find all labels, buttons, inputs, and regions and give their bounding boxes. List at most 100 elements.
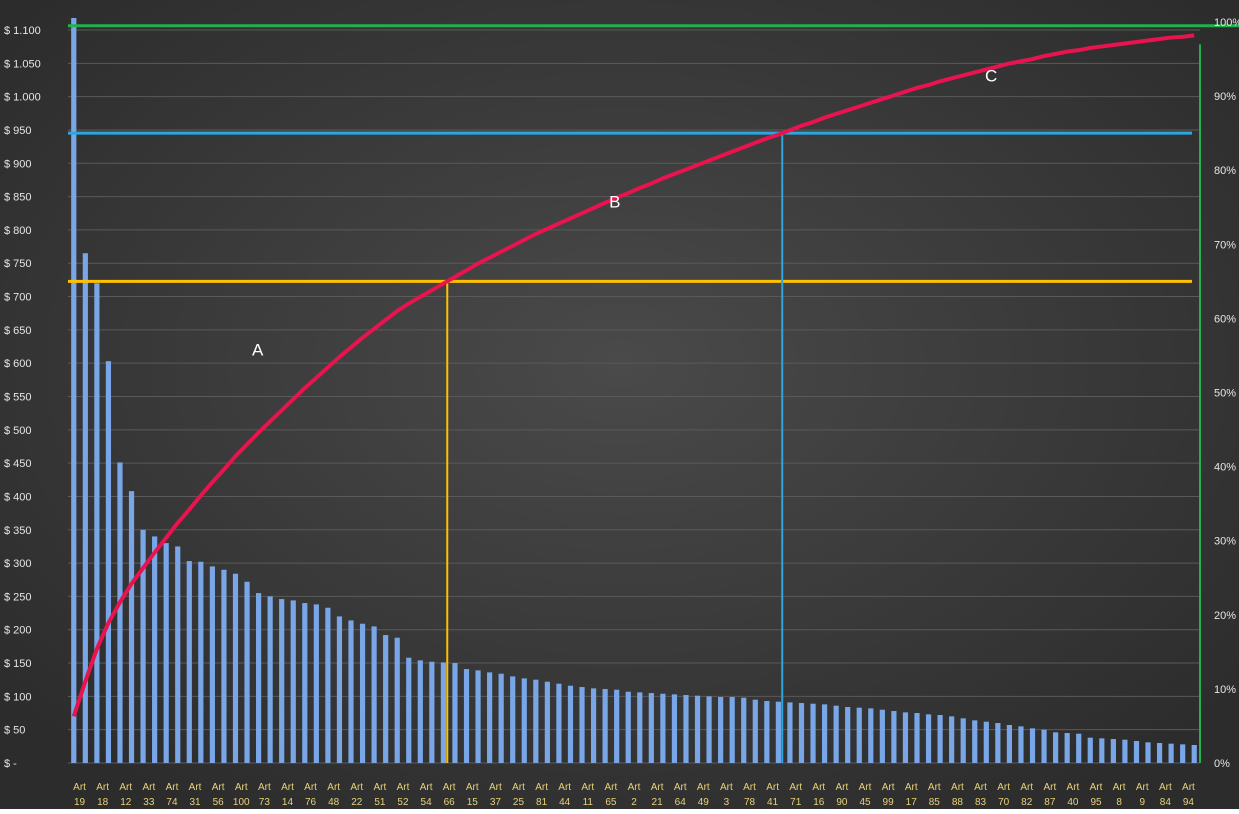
x-tick-label: 31 <box>189 797 201 808</box>
bar <box>1145 742 1151 763</box>
bar <box>475 670 481 763</box>
bar <box>983 721 989 763</box>
x-tick-label: 78 <box>744 797 756 808</box>
x-tick-label: Art <box>119 782 132 793</box>
bar <box>798 703 805 763</box>
x-tick-label: Art <box>258 782 271 793</box>
bar <box>406 657 412 763</box>
x-tick-label: 74 <box>166 797 178 808</box>
bar <box>1029 728 1036 763</box>
bar <box>1006 725 1013 763</box>
x-tick-label: Art <box>489 782 502 793</box>
bar <box>140 529 146 763</box>
x-tick-label: 25 <box>513 797 525 808</box>
x-tick-label: Art <box>142 782 155 793</box>
x-tick-label: 94 <box>1183 797 1195 808</box>
x-tick-label: 83 <box>975 797 987 808</box>
bar <box>498 673 504 763</box>
x-tick-label: 8 <box>1116 797 1122 808</box>
y-tick-label: $ 1.000 <box>4 92 41 104</box>
bar <box>394 637 400 763</box>
x-tick-label: Art <box>350 782 363 793</box>
bar <box>209 566 215 763</box>
x-tick-label: Art <box>789 782 802 793</box>
y-tick-label: $ 1.100 <box>4 25 41 37</box>
y-tick-label: $ 400 <box>4 491 32 503</box>
y-tick-label: $ 850 <box>4 192 32 204</box>
x-tick-label: 71 <box>790 797 802 808</box>
x-tick-label: 16 <box>813 797 825 808</box>
x-tick-label: Art <box>212 782 225 793</box>
bar <box>579 687 585 763</box>
bar <box>279 599 285 763</box>
x-tick-label: Art <box>628 782 641 793</box>
x-tick-label: Art <box>1182 782 1195 793</box>
x-tick-label: 95 <box>1090 797 1102 808</box>
x-tick-label: 11 <box>583 797 594 808</box>
bar <box>94 283 100 763</box>
x-tick-label: Art <box>373 782 386 793</box>
x-tick-label: Art <box>1090 782 1103 793</box>
zone-label: A <box>252 340 264 359</box>
bar <box>960 718 966 763</box>
bar <box>452 663 458 763</box>
zone-labels: A B C <box>252 66 997 359</box>
x-tick-label: Art <box>420 782 433 793</box>
y2-tick-label: 100% <box>1214 17 1239 29</box>
y2-tick-label: 80% <box>1214 165 1236 177</box>
bar <box>1018 726 1024 763</box>
y-tick-label: $ 600 <box>4 358 32 370</box>
bar <box>660 693 666 763</box>
x-tick-label: Art <box>443 782 456 793</box>
x-tick-label: 14 <box>282 797 294 808</box>
x-tick-label: Art <box>974 782 987 793</box>
x-tick-label: Art <box>281 782 294 793</box>
bar <box>602 689 608 763</box>
bar <box>810 703 816 763</box>
y-tick-label: $ 800 <box>4 225 32 237</box>
x-tick-label: 65 <box>605 797 617 808</box>
x-tick-label: 2 <box>631 797 637 808</box>
bar <box>914 713 920 763</box>
bar <box>232 573 239 763</box>
bar <box>105 361 112 763</box>
y2-tick-label: 0% <box>1214 758 1230 770</box>
bar <box>71 18 77 764</box>
bar <box>163 543 169 763</box>
x-tick-label: Art <box>1020 782 1033 793</box>
x-tick-label: 88 <box>952 797 964 808</box>
bar <box>371 626 377 763</box>
y2-tick-label: 90% <box>1214 91 1236 103</box>
bar <box>856 707 862 763</box>
x-tick-label: 54 <box>421 797 433 808</box>
x-tick-label: 48 <box>328 797 340 808</box>
x-tick-label: 84 <box>1160 797 1172 808</box>
bar <box>1156 743 1163 763</box>
bar <box>1041 729 1047 763</box>
bar <box>487 672 493 763</box>
x-tick-label: Art <box>1043 782 1056 793</box>
bar <box>718 697 724 763</box>
bar <box>1110 739 1116 763</box>
y2-tick-label: 60% <box>1214 313 1236 325</box>
x-tick-label: Art <box>1113 782 1126 793</box>
x-tick-label: Art <box>397 782 410 793</box>
y-axis-left: $ - $ 50 $ 100 $ 150 $ 200 $ 250 $ 300 $ 350 $ 4… <box>4 25 41 770</box>
x-tick-label: Art <box>882 782 895 793</box>
bar <box>1087 737 1093 763</box>
bar <box>302 603 308 763</box>
bar <box>152 536 158 763</box>
bar <box>1076 733 1082 763</box>
bar <box>348 620 354 763</box>
bar <box>463 669 470 763</box>
bar <box>313 604 319 763</box>
bar <box>821 704 828 763</box>
bar <box>544 681 550 763</box>
x-tick-label: Art <box>997 782 1010 793</box>
bar <box>521 678 527 763</box>
bar <box>1064 733 1070 763</box>
bar <box>1099 738 1105 763</box>
bar <box>972 720 978 763</box>
x-tick-label: 82 <box>1021 797 1033 808</box>
